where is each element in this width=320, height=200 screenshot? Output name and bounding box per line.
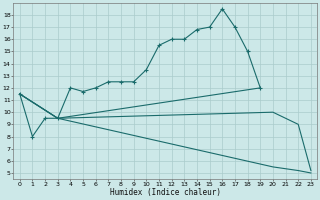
X-axis label: Humidex (Indice chaleur): Humidex (Indice chaleur) xyxy=(110,188,221,197)
